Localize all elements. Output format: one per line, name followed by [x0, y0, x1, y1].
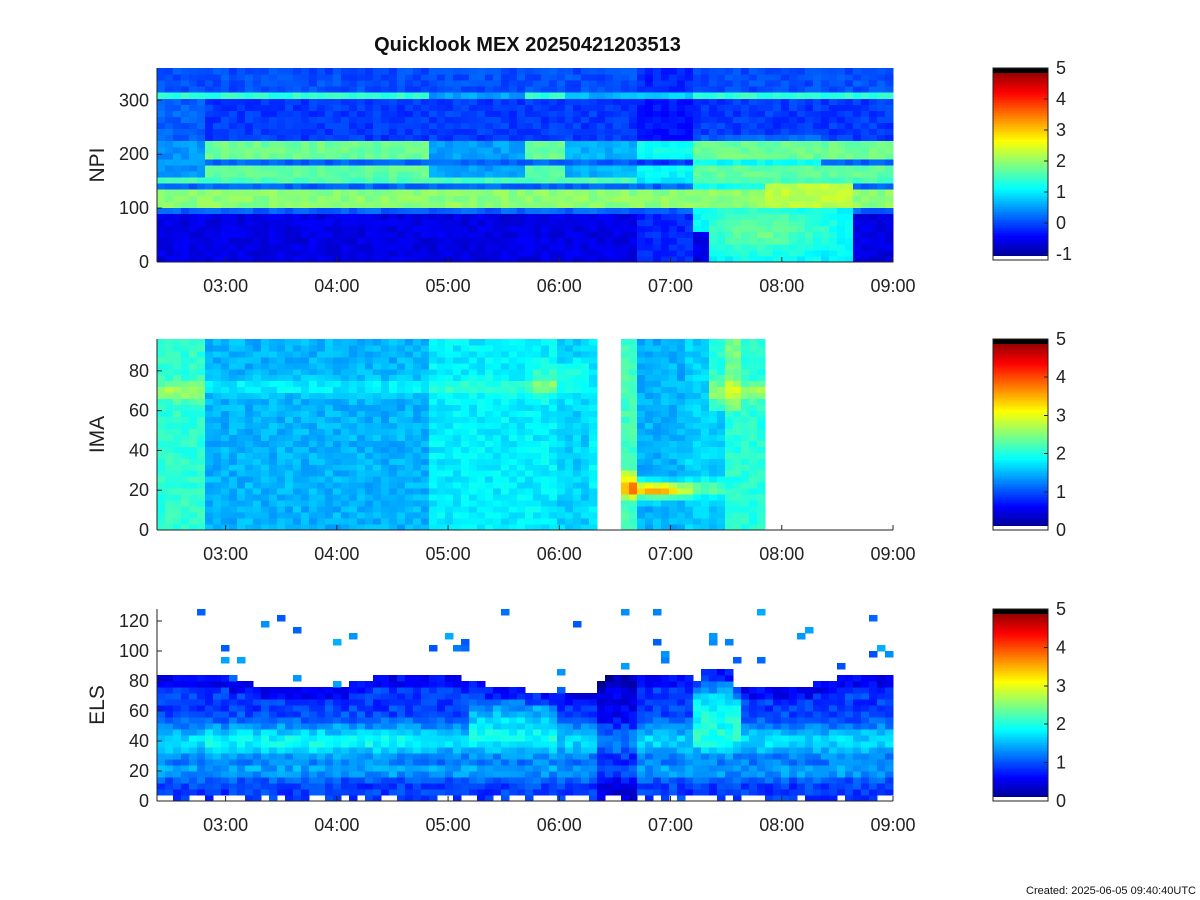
y-tick-label: 100	[119, 641, 149, 661]
x-tick-label: 06:00	[537, 815, 582, 835]
colorbar-tick-label: 0	[1056, 791, 1066, 811]
colorbar-tick-label: 4	[1056, 367, 1066, 387]
colorbar-tick-label: 3	[1056, 676, 1066, 696]
x-tick-label: 09:00	[870, 815, 915, 835]
y-tick-label: 0	[139, 520, 149, 540]
colorbar-tick-label: 3	[1056, 120, 1066, 140]
heatmap-els	[157, 609, 894, 802]
x-tick-label: 07:00	[648, 815, 693, 835]
x-tick-label: 03:00	[203, 276, 248, 296]
colorbar-tick-label: 0	[1056, 520, 1066, 540]
x-tick-label: 05:00	[426, 815, 471, 835]
x-tick-label: 09:00	[870, 544, 915, 564]
colorbar-tick-label: 4	[1056, 89, 1066, 109]
colorbar-ima: 0 1 2 3 4 5	[992, 329, 1066, 540]
colorbar-tick-label: 5	[1056, 599, 1066, 619]
x-tick-label: 06:00	[537, 276, 582, 296]
y-tick-label: 20	[129, 480, 149, 500]
colorbar-tick-label: 5	[1056, 329, 1066, 349]
colorbar-tick-label: -1	[1056, 244, 1072, 264]
x-tick-label: 05:00	[426, 544, 471, 564]
colorbar-npi: -1 0 1 2 3 4 5	[992, 58, 1072, 264]
y-tick-label: 60	[129, 401, 149, 421]
colorbar-tick-label: 5	[1056, 58, 1066, 78]
heatmap-npi	[157, 68, 894, 263]
y-tick-label: 200	[119, 144, 149, 164]
colorbar-tick-label: 1	[1056, 182, 1066, 202]
colorbar-tick-label: 2	[1056, 444, 1066, 464]
x-tick-label: 06:00	[537, 544, 582, 564]
y-tick-label: 80	[129, 671, 149, 691]
colorbar-tick-label: 3	[1056, 405, 1066, 425]
y-tick-label: 40	[129, 440, 149, 460]
y-axis-label: IMA	[86, 416, 109, 453]
chart-title: Quicklook MEX 20250421203513	[374, 34, 681, 56]
heatmap-ima	[157, 339, 766, 531]
colorbar-els: 0 1 2 3 4 5	[992, 599, 1066, 811]
colorbar-tick-label: 1	[1056, 753, 1066, 773]
x-tick-label: 07:00	[648, 544, 693, 564]
y-tick-label: 100	[119, 198, 149, 218]
y-tick-label: 80	[129, 361, 149, 381]
x-tick-label: 04:00	[314, 276, 359, 296]
colorbar-tick-label: 1	[1056, 482, 1066, 502]
x-tick-label: 03:00	[203, 815, 248, 835]
created-timestamp: Created: 2025-06-05 09:40:40UTC	[1026, 885, 1196, 897]
y-tick-label: 120	[119, 611, 149, 631]
x-tick-label: 03:00	[203, 544, 248, 564]
x-tick-label: 08:00	[759, 544, 804, 564]
x-tick-label: 08:00	[759, 276, 804, 296]
y-tick-label: 0	[139, 252, 149, 272]
x-tick-label: 04:00	[314, 815, 359, 835]
colorbar-tick-label: 4	[1056, 637, 1066, 657]
colorbar-tick-label: 2	[1056, 151, 1066, 171]
y-tick-label: 300	[119, 90, 149, 110]
x-tick-label: 04:00	[314, 544, 359, 564]
y-tick-label: 40	[129, 731, 149, 751]
y-tick-label: 60	[129, 701, 149, 721]
x-tick-label: 07:00	[648, 276, 693, 296]
colorbar-tick-label: 0	[1056, 213, 1066, 233]
x-tick-label: 05:00	[426, 276, 471, 296]
x-tick-label: 09:00	[870, 276, 915, 296]
y-tick-label: 0	[139, 791, 149, 811]
x-tick-label: 08:00	[759, 815, 804, 835]
y-tick-label: 20	[129, 761, 149, 781]
panel-npi: 0 100 200 300 03:00 04:00 05:00 06:00 07:00 08:00…	[86, 58, 1072, 296]
y-axis-label: ELS	[86, 685, 109, 725]
colorbar-tick-label: 2	[1056, 714, 1066, 734]
y-axis-label: NPI	[86, 147, 109, 182]
